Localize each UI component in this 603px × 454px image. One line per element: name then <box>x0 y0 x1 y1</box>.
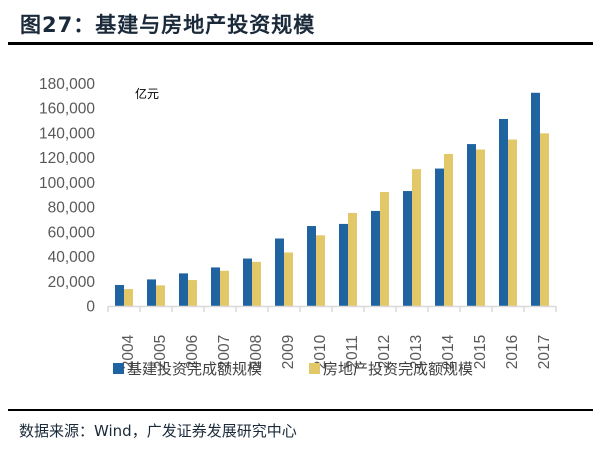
y-tick-label: 20,000 <box>48 274 96 291</box>
source-note: 数据来源：Wind，广发证券发展研究中心 <box>19 422 297 440</box>
bar-infrastructure-2017 <box>531 92 540 306</box>
bar-infrastructure-2010 <box>307 226 316 306</box>
bar-infrastructure-2008 <box>243 258 252 306</box>
bar-infrastructure-2007 <box>211 267 220 306</box>
bar-infrastructure-2014 <box>435 168 444 306</box>
bar-infrastructure-2015 <box>467 144 476 306</box>
bar-real-estate-2004 <box>124 289 133 306</box>
bar-real-estate-2007 <box>220 270 229 306</box>
x-tick-label: 2010 <box>312 334 329 369</box>
x-tick-label: 2004 <box>120 334 137 369</box>
x-tick-label: 2011 <box>344 335 361 368</box>
bar-real-estate-2009 <box>284 252 293 306</box>
bar-infrastructure-2012 <box>371 210 380 306</box>
title-rule <box>8 42 593 45</box>
x-tick-label: 2005 <box>152 335 169 369</box>
bar-real-estate-2008 <box>252 261 261 306</box>
x-tick-label: 2016 <box>504 335 521 369</box>
x-tick-label: 2012 <box>376 335 393 369</box>
bar-real-estate-2010 <box>316 235 325 306</box>
footer-rule <box>8 409 593 411</box>
x-tick-label: 2017 <box>536 335 553 369</box>
y-tick-label: 180,000 <box>39 76 95 93</box>
x-tick-label: 2008 <box>248 335 265 369</box>
figure-title: 图27：基建与房地产投资规模 <box>20 13 316 37</box>
x-tick-label: 2006 <box>184 335 201 369</box>
legend-label-real-estate: 房地产投资完成额规模 <box>323 360 473 378</box>
y-tick-label: 0 <box>86 299 95 316</box>
unit-label: 亿元 <box>135 86 159 101</box>
y-tick-label: 40,000 <box>48 249 96 266</box>
y-tick-label: 160,000 <box>39 101 95 118</box>
x-axis: 2004 2005 2006 2007 2008 2009 2010 2011 2012 2013… <box>107 305 557 369</box>
y-axis: 0 20,000 40,000 60,000 80,000 100,000 120,000 1… <box>39 76 95 316</box>
bar-real-estate-2015 <box>476 149 485 306</box>
y-tick-label: 80,000 <box>48 200 96 217</box>
y-tick-label: 60,000 <box>48 224 96 241</box>
bar-real-estate-2005 <box>156 285 165 306</box>
bar-real-estate-2017 <box>540 133 549 306</box>
x-tick-label: 2013 <box>408 335 425 369</box>
bar-infrastructure-2009 <box>275 238 284 306</box>
legend-swatch-infrastructure <box>113 363 124 374</box>
bar-real-estate-2012 <box>380 192 389 306</box>
bar-infrastructure-2016 <box>499 118 508 307</box>
bar-infrastructure-2013 <box>403 191 412 306</box>
bar-infrastructure-2004 <box>115 284 124 306</box>
y-tick-label: 100,000 <box>39 175 95 192</box>
bar-real-estate-2013 <box>412 169 421 306</box>
bars <box>115 92 549 307</box>
bar-real-estate-2014 <box>444 153 453 306</box>
bar-infrastructure-2011 <box>339 223 348 306</box>
x-tick-label: 2009 <box>280 335 297 369</box>
x-tick-label: 2007 <box>216 335 233 369</box>
bar-real-estate-2016 <box>508 139 517 306</box>
x-tick-label: 2015 <box>472 335 489 369</box>
x-tick-label: 2014 <box>440 334 457 369</box>
legend-swatch-real-estate <box>309 363 320 374</box>
bar-real-estate-2011 <box>348 212 357 306</box>
legend-label-infrastructure: 基建投资完成额规模 <box>127 360 262 378</box>
legend: 基建投资完成额规模 房地产投资完成额规模 <box>113 360 473 378</box>
y-tick-label: 120,000 <box>39 150 95 167</box>
bar-infrastructure-2005 <box>147 279 156 306</box>
bar-real-estate-2006 <box>188 280 197 306</box>
bar-infrastructure-2006 <box>179 273 188 306</box>
y-tick-label: 140,000 <box>39 125 95 142</box>
